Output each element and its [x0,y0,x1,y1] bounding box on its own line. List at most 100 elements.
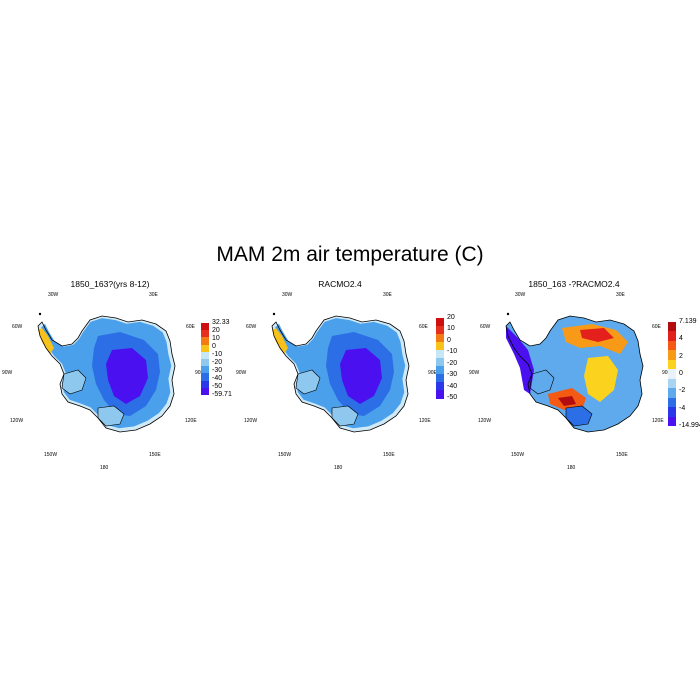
colorbar-swatch [201,337,209,346]
lon-label-150w: 150W [44,452,58,458]
colorbar-tick-label: -30 [447,371,458,379]
lon-label-90w: 90W [2,370,13,376]
lon-label-150w: 150W [511,452,525,458]
lon-label-120e: 120E [185,418,197,424]
panel-title: 1850_163?(yrs 8-12) [70,279,150,289]
grounding-line-ronne [295,369,321,395]
colorbar-swatch [201,351,209,360]
lon-label-120e: 120E [652,418,664,424]
grounding-line-ross [331,405,359,427]
colorbar-tick-label: -40 [212,375,223,382]
colorbar-swatch [668,369,676,380]
colorbar-swatch [436,374,444,383]
colorbar-swatch [668,350,676,361]
temperature-field-plateau [340,348,382,404]
ice-shelf-ronne [62,370,86,394]
lon-label-120e: 120E [419,418,431,424]
colorbar: 32.33 20 10 0 -10 -20 -30 -40 -50 -59.71 [201,319,232,398]
lon-label-90w: 90W [469,370,480,376]
lon-label-150e: 150E [383,452,395,458]
lon-label-90e: 90E [428,370,437,376]
difference-cold-edge [506,326,534,394]
difference-warm-core [580,328,614,342]
colorbar-tick-label: -4 [679,404,686,412]
colorbar-swatch [436,326,444,335]
difference-hotspot [558,396,576,406]
lon-label-30e: 30E [383,292,392,298]
difference-neutral [584,356,618,402]
colorbar-tick-label: 10 [212,335,220,342]
ice-shelf-ronne [296,370,320,394]
lon-label-30e: 30E [149,292,158,298]
lon-label-150e: 150E [616,452,628,458]
colorbar-swatch [201,359,209,367]
ice-shelf-ross [98,406,124,426]
lon-label-60w: 60W [480,324,491,330]
lon-label-30w: 30W [515,292,526,298]
colorbar-swatch [201,373,209,382]
lon-label-150w: 150W [278,452,292,458]
colorbar-tick-label: -10 [447,348,458,356]
colorbar-tick-label: -50 [212,383,223,390]
figure-title: MAM 2m air temperature (C) [216,243,484,266]
colorbar-swatch [436,366,444,375]
grounding-line-ronne [529,369,555,395]
colorbar-tick-label: -40 [447,382,458,390]
lon-label-60e: 60E [419,324,428,330]
lon-label-180: 180 [334,465,343,471]
peninsula-warm [38,328,54,354]
colorbar: 20 10 0 -10 -20 -30 -40 -50 [436,314,457,401]
colorbar-swatch [201,344,209,353]
colorbar-swatch [436,334,444,343]
colorbar-tick-label: 0 [679,370,683,377]
colorbar-tick-label: -2 [679,387,686,395]
lon-label-90e: 90E [195,370,204,376]
colorbar-tick-label: -59.71 [212,391,232,398]
colorbar-swatch [668,388,676,399]
colorbar-tick-label: 7.139 [679,318,697,325]
colorbar-tick-label: -10 [212,351,223,358]
lon-label-30w: 30W [282,292,293,298]
colorbar-tick-label: 20 [212,327,220,334]
grounding-line-ross [565,405,593,427]
colorbar-swatch [668,322,676,332]
colorbar-tick-label: 0 [212,343,216,350]
grounding-line-ross [97,405,125,427]
colorbar-tick-label: 10 [447,325,455,333]
lon-label-60w: 60W [12,324,23,330]
lon-label-60e: 60E [652,324,661,330]
lon-label-60e: 60E [186,324,195,330]
colorbar-tick-label: 32.33 [212,319,230,326]
colorbar-swatch [668,407,676,418]
antarctica-map [271,312,410,433]
colorbar-swatch [436,382,444,391]
temperature-field-plateau [106,348,148,404]
coastline [37,315,176,433]
colorbar-swatch [201,366,209,374]
colorbar-swatch [668,331,676,342]
colorbar-swatch [668,378,676,389]
island-marker [506,312,510,316]
colorbar-swatch [668,359,676,370]
colorbar: 7.139 4 2 0 -2 -4 -14.994 [668,318,700,429]
colorbar-swatch [201,387,209,396]
panel-title: RACMO2.4 [318,279,362,289]
peninsula-warm [272,328,288,354]
colorbar-swatch [201,380,209,389]
colorbar-swatch [668,416,676,427]
colorbar-tick-label: -20 [447,359,458,367]
colorbar-tick-label: 4 [679,335,683,343]
colorbar-swatch [668,340,676,351]
antarctica-map [505,312,644,433]
colorbar-swatch [436,318,444,327]
lon-label-120w: 120W [478,418,492,424]
colorbar-tick-label: -50 [447,394,458,401]
colorbar-tick-label: -20 [212,359,223,366]
colorbar-swatch [668,397,676,408]
colorbar-swatch [436,358,444,367]
lon-label-150e: 150E [149,452,161,458]
lon-label-90e: 90E [662,370,671,376]
lon-label-90w: 90W [236,370,247,376]
island-marker [272,312,276,316]
coastline [505,315,644,433]
